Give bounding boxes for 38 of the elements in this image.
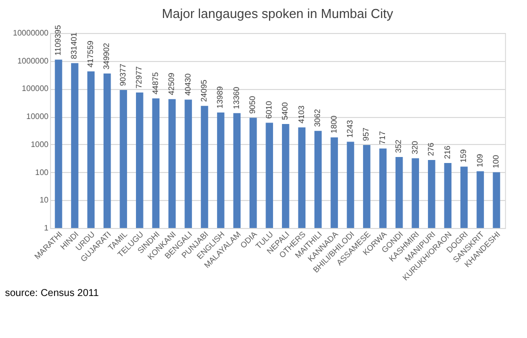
data-label: 3062 (313, 108, 322, 127)
data-label: 216 (442, 145, 452, 159)
data-label: 349902 (102, 42, 112, 70)
data-label: 9050 (248, 95, 258, 114)
y-tick-label: 1 (44, 224, 50, 232)
data-label: 24095 (200, 79, 209, 102)
source-note: source: Census 2011 (5, 288, 100, 299)
data-label: 1109395 (54, 24, 63, 56)
data-label: 72977 (134, 66, 144, 89)
data-label: 276 (426, 142, 436, 156)
y-tick-label: 10000 (26, 112, 50, 122)
chart-title: Major langauges spoken in Mumbai City (162, 6, 394, 22)
data-label: 5400 (280, 102, 290, 120)
y-tick-label: 1000 (30, 140, 50, 149)
data-label: 4103 (296, 105, 306, 124)
data-label: 40430 (183, 72, 192, 96)
data-label: 6010 (264, 100, 274, 119)
y-tick-label: 100 (35, 168, 50, 177)
data-label: 957 (362, 127, 371, 141)
data-label: 1800 (329, 114, 338, 134)
data-label: 159 (459, 148, 468, 163)
data-label: 44875 (150, 72, 160, 94)
data-label: 100 (491, 154, 500, 168)
data-label: 90377 (118, 63, 128, 86)
data-label: 109 (475, 153, 484, 168)
y-tick-label: 100000 (22, 84, 50, 94)
data-label: 320 (410, 140, 420, 154)
data-label: 831401 (70, 32, 79, 60)
y-tick-label: 10 (40, 196, 50, 205)
y-tick-label: 1000000 (17, 56, 50, 66)
data-label: 42509 (167, 72, 176, 96)
data-label: 1243 (345, 119, 354, 138)
data-label: 13360 (232, 86, 241, 110)
data-label: 13989 (216, 86, 225, 109)
y-tick-label: 10000000 (12, 28, 50, 38)
data-label: 352 (394, 139, 404, 154)
data-label: 717 (378, 130, 387, 144)
data-label: 417559 (86, 40, 95, 68)
